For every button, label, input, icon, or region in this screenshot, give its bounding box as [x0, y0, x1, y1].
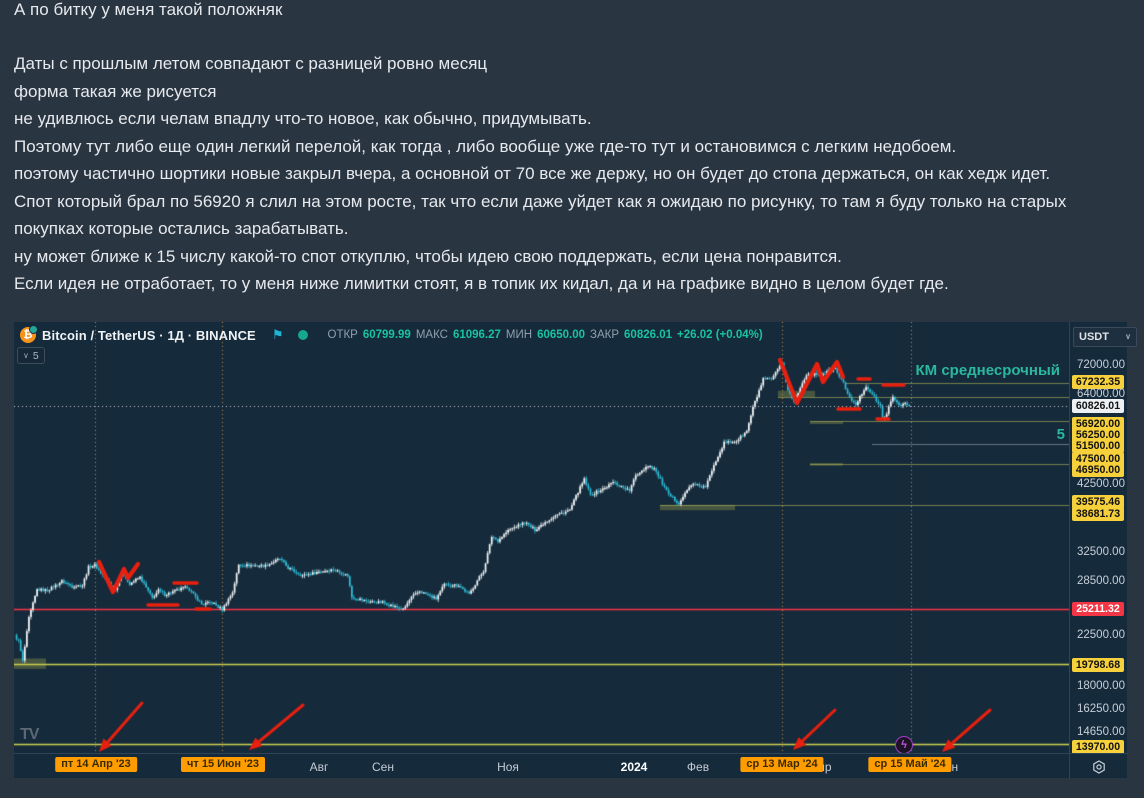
price-tick: 16250.00: [1077, 703, 1125, 715]
date-marker-chip[interactable]: ср 13 Мар '24: [740, 757, 824, 772]
currency-button[interactable]: USDT ∨: [1073, 327, 1137, 347]
open-label: ОТКР: [327, 329, 358, 341]
bitcoin-icon: ₿: [20, 325, 38, 343]
price-level-chip: 47500.00: [1072, 452, 1124, 466]
price-tick: 64000.00: [1077, 388, 1125, 400]
price-level-chip: 56920.00: [1072, 417, 1124, 431]
axis-settings-button[interactable]: [1069, 753, 1128, 779]
price-tick: 18000.00: [1077, 680, 1125, 692]
time-label: Фев: [686, 760, 710, 774]
price-scale[interactable]: 72000.00 67232.35 64000.00 60826.01 56920.00…: [1069, 322, 1128, 778]
chevron-down-icon: ∨: [1125, 332, 1131, 341]
message-line: поэтому частично шортики новые закрыл вч…: [14, 164, 1051, 183]
price-tick: 72000.00: [1077, 359, 1125, 371]
km-line-label: КМ среднесрочный: [915, 362, 1061, 379]
message-line: А по битку у меня такой положняк: [14, 0, 283, 19]
message-line: Если идея не отработает, то у меня ниже …: [14, 274, 949, 293]
open-value: 60799.99: [362, 329, 411, 341]
chart-canvas[interactable]: [14, 322, 1069, 753]
gear-icon: [1093, 759, 1105, 774]
message-line: Спот который брал по 56920 я слил на это…: [14, 192, 1067, 211]
alert-lightning-icon[interactable]: ϟ: [895, 736, 913, 754]
tradingview-logo: TV: [20, 726, 39, 743]
date-marker-chip[interactable]: пт 14 Апр '23: [55, 757, 137, 772]
message-line: ну может ближе к 15 числу какой-то спот …: [14, 247, 842, 266]
price-level-chip: 56250.00: [1072, 428, 1124, 442]
date-marker-chip[interactable]: чт 15 Июн '23: [181, 757, 265, 772]
close-label: ЗАКР: [590, 329, 620, 341]
price-tick: 28500.00: [1077, 575, 1125, 587]
ohlc-row: ОТКР 60799.99 МАКС 61096.27 МИН 60650.00…: [328, 329, 763, 341]
message-line: Поэтому тут либо еще один легкий перелой…: [14, 137, 957, 156]
price-level-chip: 19798.68: [1072, 658, 1124, 672]
symbol-title[interactable]: Bitcoin / TetherUS · 1Д · BINANCE: [42, 327, 256, 343]
price-tick: 14650.00: [1077, 726, 1125, 738]
message-line: форма такая же рисуется: [14, 82, 217, 101]
price-tick: 42500.00: [1077, 478, 1125, 490]
currency-label: USDT: [1079, 331, 1109, 343]
message-line: не удивлюсь если челам впадлу что-то нов…: [14, 109, 592, 128]
price-tick: 32500.00: [1077, 546, 1125, 558]
time-label: Сен: [372, 760, 394, 774]
time-label: 2024: [620, 760, 648, 774]
level-count-label: 5: [1056, 426, 1065, 443]
trading-chart[interactable]: ₿ Bitcoin / TetherUS · 1Д · BINANCE ⚑ ОТ…: [14, 322, 1137, 779]
price-level-chip: 46950.00: [1072, 463, 1124, 477]
price-level-chip: 38681.73: [1072, 507, 1124, 521]
high-value: 61096.27: [452, 329, 501, 341]
price-level-chip: 60826.01: [1072, 399, 1124, 413]
close-value: 60826.01: [624, 329, 672, 341]
low-label: МИН: [505, 329, 533, 341]
time-label: Ноя: [497, 760, 519, 774]
price-level-chip: 25211.32: [1072, 602, 1124, 616]
indicators-badge[interactable]: ∨ 5: [17, 347, 45, 364]
price-tick: 22500.00: [1077, 629, 1125, 641]
flag-icon[interactable]: ⚑: [271, 327, 284, 342]
indicators-count: 5: [32, 349, 39, 362]
high-label: МАКС: [415, 329, 448, 341]
time-label: Авг: [309, 760, 329, 774]
price-level-chip: 51500.00: [1072, 439, 1124, 453]
message-line: Даты с прошлым летом совпадают с разнице…: [14, 54, 488, 73]
price-level-chip: 13970.00: [1072, 740, 1124, 754]
price-level-chip: 39575.46: [1072, 495, 1124, 509]
date-marker-chip[interactable]: ср 15 Май '24: [868, 757, 952, 772]
message-line: покупках которые остались зарабатывать.: [14, 219, 349, 238]
change-value: +26.02 (+0.04%): [677, 329, 763, 341]
low-value: 60650.00: [537, 329, 586, 341]
chart-header: ₿ Bitcoin / TetherUS · 1Д · BINANCE ⚑ ОТ…: [20, 325, 763, 343]
market-status-dot-icon[interactable]: [297, 330, 308, 340]
price-level-chip: 67232.35: [1072, 375, 1124, 389]
chevron-down-icon: ∨: [23, 350, 29, 360]
